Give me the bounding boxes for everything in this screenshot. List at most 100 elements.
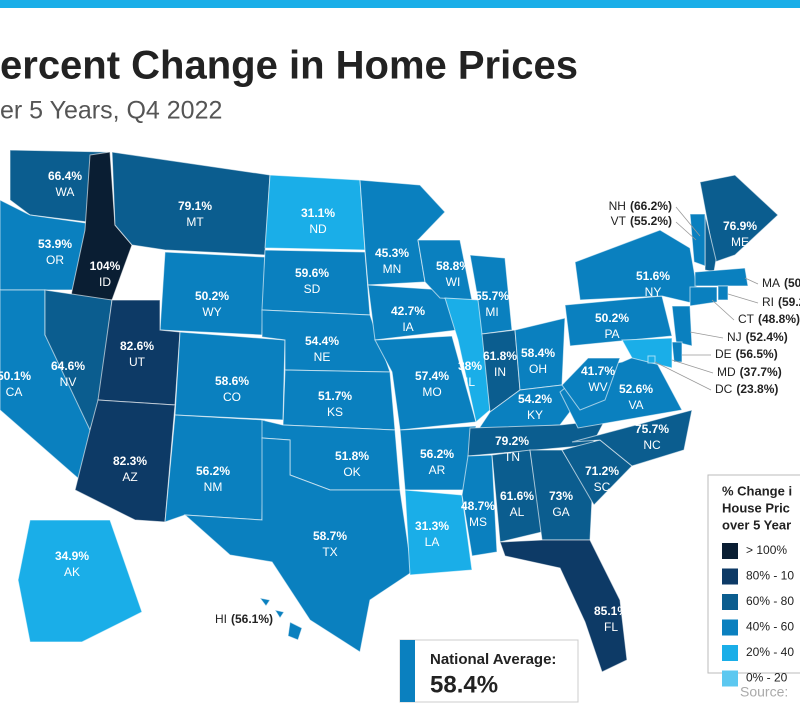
state-value: 82.6% [120, 339, 154, 353]
state-value: (66.2%) [630, 199, 672, 213]
state-value: 42.7% [391, 304, 425, 318]
state-abbr: AK [64, 565, 80, 579]
state-abbr: MS [469, 515, 487, 529]
state-value: 76.9% [723, 219, 757, 233]
state-abbr: MT [186, 215, 204, 229]
state-abbr: LA [425, 535, 440, 549]
leader-line [689, 331, 724, 339]
legend-swatch [722, 568, 738, 585]
state-value: 58.4% [521, 346, 555, 360]
state-value: 71.2% [585, 464, 619, 478]
callout-label: HI (56.1%) [215, 612, 273, 626]
state [183, 437, 413, 653]
state-value: 75.7% [635, 422, 669, 436]
state [689, 286, 718, 307]
legend-title: House Pric [722, 500, 790, 515]
legend-label: 20% - 40 [746, 645, 794, 659]
state-abbr: MA [762, 276, 780, 290]
state [717, 285, 729, 301]
state [467, 419, 606, 457]
state-value: (56.1%) [231, 612, 273, 626]
state-value: (50 [784, 276, 800, 290]
state-value: 57.4% [415, 369, 449, 383]
state-value: 58.6% [215, 374, 249, 388]
state [74, 399, 176, 523]
state [689, 213, 706, 267]
state-value: (52.4%) [746, 330, 788, 344]
state-value: 56.2% [420, 447, 454, 461]
state-value: 45.3% [375, 246, 409, 260]
state [69, 151, 133, 301]
state [461, 454, 498, 557]
state-abbr: VT [611, 214, 627, 228]
state-value: 52.6% [619, 382, 653, 396]
state [564, 295, 673, 347]
state-value: 54.4% [305, 334, 339, 348]
state-value: 66.4% [48, 169, 82, 183]
state-abbr: NH [609, 199, 626, 213]
state-value: 79.2% [495, 434, 529, 448]
state-abbr: SC [594, 480, 611, 494]
state-value: 51.6% [636, 269, 670, 283]
callout-label: NH (66.2%) [609, 199, 672, 213]
state-abbr: AR [429, 463, 446, 477]
state-value: 38% [458, 359, 482, 373]
average-label: National Average: [430, 651, 556, 668]
state-abbr: ME [731, 235, 749, 249]
callout-label: MD (37.7%) [717, 365, 782, 379]
average-box [399, 639, 579, 703]
state-value: 50.2% [195, 289, 229, 303]
state-abbr: ID [99, 275, 111, 289]
state-abbr: NE [314, 350, 331, 364]
state-abbr: KY [527, 408, 543, 422]
top-bar [0, 0, 800, 8]
state-abbr: IA [402, 320, 413, 334]
state-abbr: FL [604, 620, 618, 634]
state-value: (37.7%) [740, 365, 782, 379]
state-value: 51.8% [335, 449, 369, 463]
state-value: 54.2% [518, 392, 552, 406]
state-abbr: WY [202, 305, 221, 319]
legend-label: 40% - 60 [746, 620, 794, 634]
average-bar [400, 640, 415, 702]
state-abbr: ND [309, 222, 327, 236]
state [621, 337, 673, 369]
legend: % Change i House Pric over 5 Year > 100% 80%… [707, 474, 800, 687]
legend-label: 0% - 20 [746, 671, 788, 685]
state-abbr: DE [715, 347, 732, 361]
state-value: (59.2 [778, 295, 800, 309]
state-abbr: HI [215, 612, 227, 626]
state-value: 31.1% [301, 206, 335, 220]
state-abbr: NV [60, 375, 77, 389]
state-value: 56.2% [196, 464, 230, 478]
legend-label: 60% - 80 [746, 594, 794, 608]
state-abbr: DC [715, 382, 733, 396]
state-value: 48.7% [461, 499, 495, 513]
state-abbr: AL [510, 505, 525, 519]
state-value: 79.1% [178, 199, 212, 213]
state [571, 409, 693, 467]
state [694, 267, 749, 287]
state-abbr: CT [738, 312, 755, 326]
state-abbr: IN [494, 365, 506, 379]
state-value: (23.8%) [736, 382, 778, 396]
state-value: 53.9% [38, 237, 72, 251]
state-abbr: CA [6, 385, 23, 399]
state-value: 50.2% [595, 311, 629, 325]
state [561, 357, 621, 411]
state-value: 104% [90, 259, 121, 273]
leader-line [671, 359, 714, 374]
state-abbr: AZ [122, 470, 137, 484]
callout-label: VT (55.2%) [611, 214, 672, 228]
state-value: 55.7% [475, 289, 509, 303]
state [647, 355, 656, 364]
state-abbr: WI [446, 275, 461, 289]
legend-label: > 100% [746, 543, 787, 557]
source: Source: [740, 684, 788, 700]
state-abbr: KS [327, 405, 343, 419]
state [287, 621, 303, 641]
callout-label: MA (50 [762, 276, 800, 290]
legend-swatch [722, 645, 738, 661]
state [444, 297, 491, 423]
state-value: 41.7% [581, 364, 615, 378]
